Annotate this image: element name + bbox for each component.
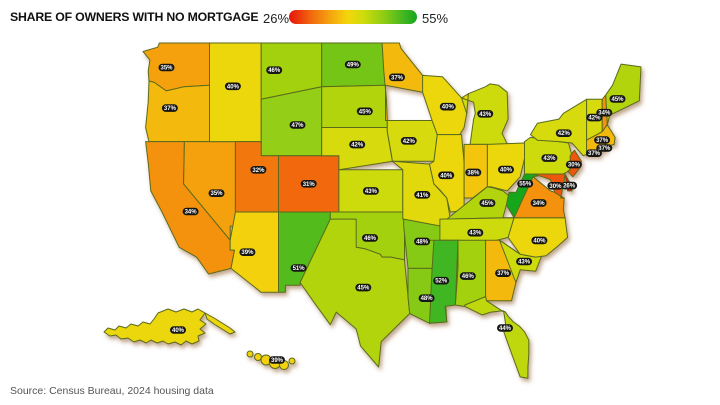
svg-text:49%: 49% <box>347 63 360 69</box>
svg-text:43%: 43% <box>518 260 531 266</box>
svg-text:30%: 30% <box>568 163 581 169</box>
svg-text:43%: 43% <box>479 112 492 118</box>
svg-text:34%: 34% <box>533 201 546 207</box>
svg-text:40%: 40% <box>227 84 240 90</box>
svg-text:34%: 34% <box>598 111 611 117</box>
svg-text:40%: 40% <box>500 168 513 174</box>
svg-text:45%: 45% <box>481 201 494 207</box>
svg-text:31%: 31% <box>303 182 316 188</box>
svg-text:42%: 42% <box>403 139 416 145</box>
svg-text:43%: 43% <box>365 189 378 195</box>
svg-text:46%: 46% <box>268 68 281 74</box>
svg-text:37%: 37% <box>391 75 404 81</box>
svg-text:52%: 52% <box>435 279 448 285</box>
svg-text:45%: 45% <box>359 109 372 115</box>
svg-text:42%: 42% <box>558 131 571 137</box>
svg-text:40%: 40% <box>440 173 453 179</box>
svg-text:26%: 26% <box>563 184 576 190</box>
svg-text:38%: 38% <box>467 170 480 176</box>
svg-text:34%: 34% <box>185 210 198 216</box>
svg-text:43%: 43% <box>543 156 556 162</box>
svg-text:37%: 37% <box>588 151 601 157</box>
svg-text:35%: 35% <box>210 191 223 197</box>
svg-text:46%: 46% <box>462 274 475 280</box>
svg-text:37%: 37% <box>497 271 510 277</box>
svg-text:44%: 44% <box>499 326 512 332</box>
svg-text:39%: 39% <box>271 358 284 364</box>
svg-text:30%: 30% <box>549 184 562 190</box>
svg-text:55%: 55% <box>519 182 532 188</box>
svg-text:51%: 51% <box>293 266 306 272</box>
svg-text:43%: 43% <box>469 231 482 237</box>
svg-text:40%: 40% <box>442 105 455 111</box>
svg-text:37%: 37% <box>164 106 177 112</box>
svg-text:48%: 48% <box>416 239 429 245</box>
svg-text:46%: 46% <box>364 236 377 242</box>
svg-text:39%: 39% <box>241 250 254 256</box>
svg-text:48%: 48% <box>421 296 434 302</box>
svg-text:41%: 41% <box>416 193 429 199</box>
svg-text:45%: 45% <box>611 97 624 103</box>
svg-text:40%: 40% <box>172 328 185 334</box>
svg-text:37%: 37% <box>596 138 609 144</box>
svg-text:40%: 40% <box>533 238 546 244</box>
svg-text:32%: 32% <box>252 168 265 174</box>
svg-text:47%: 47% <box>291 123 304 129</box>
svg-text:42%: 42% <box>351 143 364 149</box>
svg-text:35%: 35% <box>160 66 173 72</box>
svg-text:45%: 45% <box>357 286 370 292</box>
